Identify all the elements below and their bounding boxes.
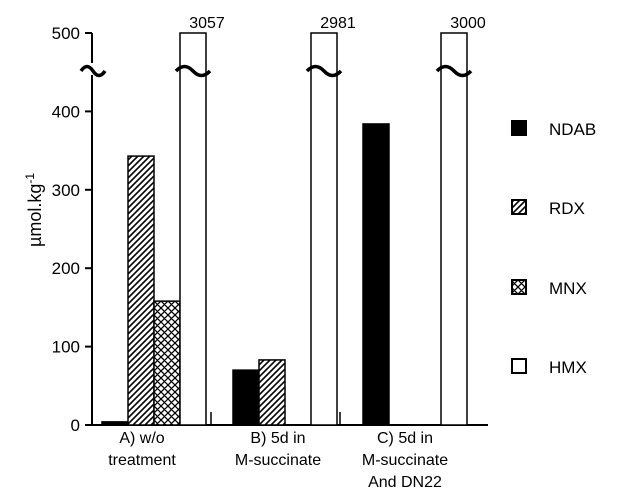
- y-tick-label: 0: [71, 416, 80, 435]
- category-label: A) w/o: [119, 430, 164, 447]
- bar-hmx-1: [179, 32, 207, 426]
- bar-mnx-1: [153, 300, 181, 426]
- axis-break-mark: [305, 64, 343, 78]
- category-label: C) 5d in: [377, 430, 433, 447]
- category-label: And DN22: [368, 474, 442, 491]
- y-tick-label: 100: [52, 338, 80, 357]
- y-axis-label: µmol.kg-1: [23, 173, 45, 247]
- category-label: M-succinate: [235, 452, 321, 469]
- y-tick-label: 200: [52, 259, 80, 278]
- legend: NDAB RDX MNX HMX: [511, 120, 596, 377]
- y-tick-label: 300: [52, 181, 80, 200]
- category-label: treatment: [108, 452, 176, 469]
- legend-label-mnx: MNX: [549, 279, 587, 298]
- bar-ndab-3: [362, 123, 390, 426]
- value-label: 2981: [320, 15, 356, 32]
- y-axis-break-mark: [79, 64, 107, 78]
- category-label: M-succinate: [362, 452, 448, 469]
- legend-label-ndab: NDAB: [549, 120, 596, 139]
- value-label: 3000: [450, 15, 486, 32]
- plot-area: 0 100 200 300 400 500 3057 2981 3000 A) w/o treatm…: [52, 15, 488, 491]
- legend-swatch-mnx: [511, 279, 527, 295]
- y-tick-label: 400: [52, 102, 80, 121]
- axis-break-mark: [435, 64, 473, 78]
- legend-swatch-rdx: [511, 199, 527, 215]
- bar-ndab-1: [101, 421, 129, 426]
- legend-label-rdx: RDX: [549, 199, 585, 218]
- legend-label-hmx: HMX: [549, 358, 587, 377]
- bar-rdx-1: [127, 155, 155, 426]
- bar-rdx-2: [258, 359, 286, 426]
- bar-ndab-2: [232, 369, 260, 426]
- y-tick-label: 500: [52, 24, 80, 43]
- legend-swatch-hmx: [511, 358, 527, 374]
- legend-swatch-ndab: [511, 120, 527, 136]
- value-label: 3057: [189, 15, 225, 32]
- category-label: B) 5d in: [250, 430, 305, 447]
- bar-hmx-2: [310, 32, 338, 426]
- bar-hmx-3: [440, 32, 468, 426]
- axis-break-mark: [174, 64, 212, 78]
